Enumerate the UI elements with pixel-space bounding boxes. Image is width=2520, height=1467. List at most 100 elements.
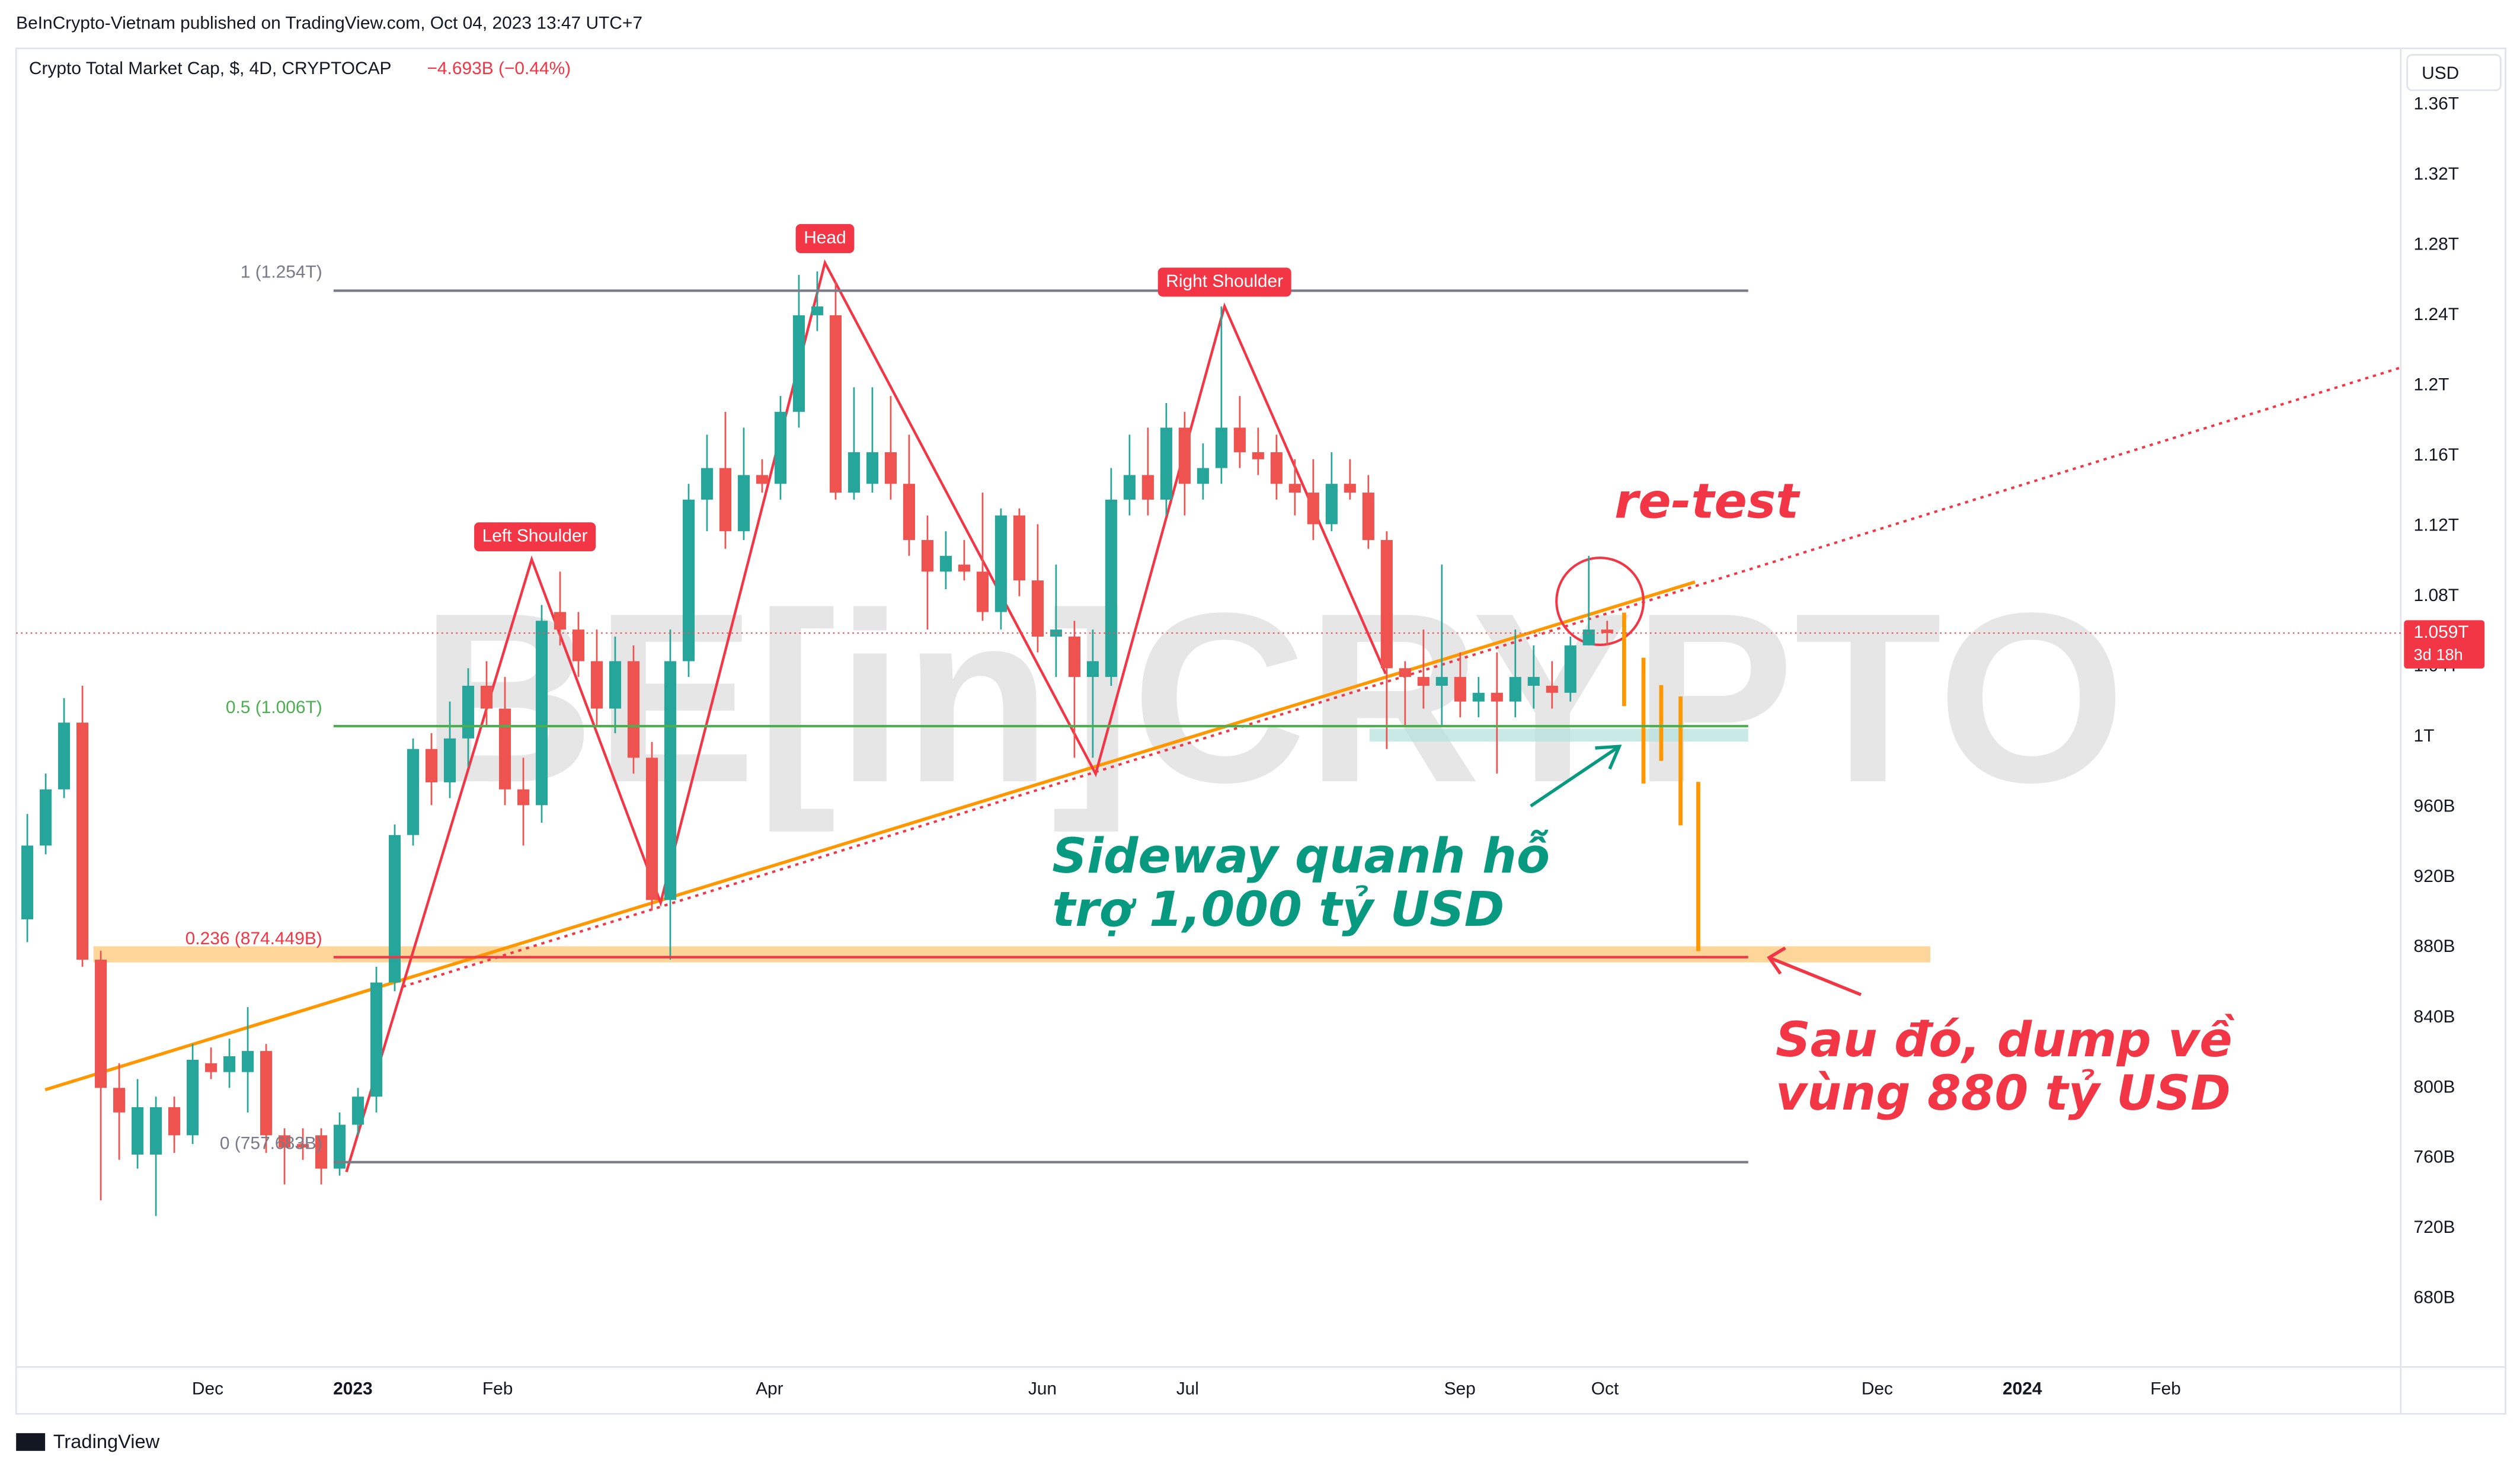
candle-body (296, 1144, 309, 1148)
candle-body (113, 1088, 126, 1113)
currency[interactable]: USD (2422, 63, 2459, 83)
candle-body (939, 555, 952, 572)
trendline (44, 580, 1696, 1092)
candle-body (866, 452, 878, 484)
y-tick-label: 960B (2414, 796, 2455, 816)
x-tick-label: Jun (1028, 1379, 1057, 1398)
pattern-label: Head (795, 224, 855, 254)
publish-header: BeInCrypto-Vietnam published on TradingV… (16, 14, 642, 33)
retest-note: re-test (1614, 474, 1801, 530)
x-tick-label: Jul (1176, 1379, 1199, 1398)
candle-body (132, 1107, 144, 1155)
candle-body (590, 661, 603, 709)
candle-body (388, 835, 401, 983)
footer: TradingView (53, 1430, 160, 1452)
candle-body (21, 845, 34, 919)
fib-label: 0 (757.683B) (220, 1134, 322, 1153)
candle-body (1031, 580, 1044, 637)
candle-body (1123, 475, 1136, 500)
dump-note: vùng 880 tỷ USD (1776, 1065, 2231, 1121)
pattern-label-box (795, 224, 855, 254)
candle-body (1233, 427, 1246, 452)
candle-body (1564, 645, 1576, 693)
y-tick-label: 1.32T (2414, 164, 2459, 184)
candle-body (682, 499, 695, 661)
candle-body (1582, 629, 1595, 645)
fib-label: 1 (1.254T) (241, 262, 322, 282)
currency-box[interactable] (2406, 54, 2502, 91)
candle-body (572, 629, 585, 661)
candle-body (1546, 685, 1558, 693)
candle-body (1509, 677, 1521, 702)
candle-body (407, 749, 420, 835)
candle-body (1435, 677, 1448, 686)
y-tick-label: 1.08T (2414, 586, 2459, 605)
candle-body (223, 1056, 236, 1072)
candle-body (1454, 677, 1466, 702)
frame (15, 47, 2506, 1415)
candle-body (554, 612, 567, 630)
candle-body (351, 1097, 364, 1125)
candle-body (1197, 468, 1209, 484)
sideway-box (1369, 728, 1748, 742)
candle-body (1362, 493, 1374, 541)
candle-body (517, 789, 530, 806)
x-tick-label: Apr (756, 1379, 783, 1398)
candle-body (921, 540, 933, 572)
teal-arrow (1530, 744, 1622, 808)
candle-body (1068, 637, 1080, 677)
chart-title: Crypto Total Market Cap, $, 4D, CRYPTOCA… (29, 59, 392, 78)
candle-body (315, 1135, 328, 1169)
y-tick-label: 920B (2414, 867, 2455, 886)
candle-body (1270, 452, 1283, 484)
x-tick-label: Sep (1444, 1379, 1476, 1398)
candle-body (1086, 661, 1099, 677)
candle-body (976, 571, 989, 612)
pattern-label-text: Left Shoulder (482, 526, 588, 546)
candle-body (1325, 484, 1338, 525)
candle-body (535, 621, 548, 806)
candle-body (958, 564, 970, 572)
x-tick-label: 2023 (333, 1379, 373, 1398)
x-tick-label: Oct (1591, 1379, 1619, 1398)
candle-body (1288, 484, 1301, 493)
x-tick-label: Dec (1862, 1379, 1893, 1398)
y-tick-label: 680B (2414, 1288, 2455, 1308)
y-tick-label: 1.16T (2414, 445, 2459, 465)
sideway-note: Sideway quanh hỗ (1052, 828, 1550, 884)
candle-body (1417, 677, 1430, 686)
candle-body (333, 1124, 346, 1169)
candle-body (425, 749, 438, 782)
candle-body (204, 1063, 218, 1072)
candle-body (1472, 692, 1485, 702)
y-tick-label: 1.12T (2414, 515, 2459, 535)
candle-body (792, 315, 805, 412)
candle-body (370, 982, 383, 1097)
price-change: −4.693B (−0.44%) (427, 59, 571, 78)
y-tick-label: 840B (2414, 1007, 2455, 1027)
x-tick-label: Feb (482, 1379, 513, 1398)
candle-body (40, 789, 52, 846)
candle-body (1601, 629, 1613, 634)
dump-note: Sau đó, dump về (1776, 1012, 2234, 1068)
y-tick-label: 1.36T (2414, 94, 2459, 113)
y-tick-label: 1.24T (2414, 305, 2459, 324)
candle-body (756, 475, 769, 484)
candle-body (58, 723, 71, 790)
candle-body (1344, 484, 1356, 493)
candle-body (1141, 475, 1154, 500)
candle-body (498, 708, 511, 790)
pattern-label-box (474, 522, 596, 552)
candle-body (994, 515, 1007, 612)
candle-body (884, 452, 897, 484)
candle-body (903, 484, 915, 541)
candle-body (462, 685, 475, 739)
candle-body (278, 1135, 291, 1148)
candle-body (719, 468, 732, 532)
x-tick-label: 2024 (2003, 1379, 2042, 1398)
x-tick-label: Feb (2150, 1379, 2181, 1398)
candle-body (1160, 427, 1172, 500)
footer-logo (16, 1433, 46, 1451)
